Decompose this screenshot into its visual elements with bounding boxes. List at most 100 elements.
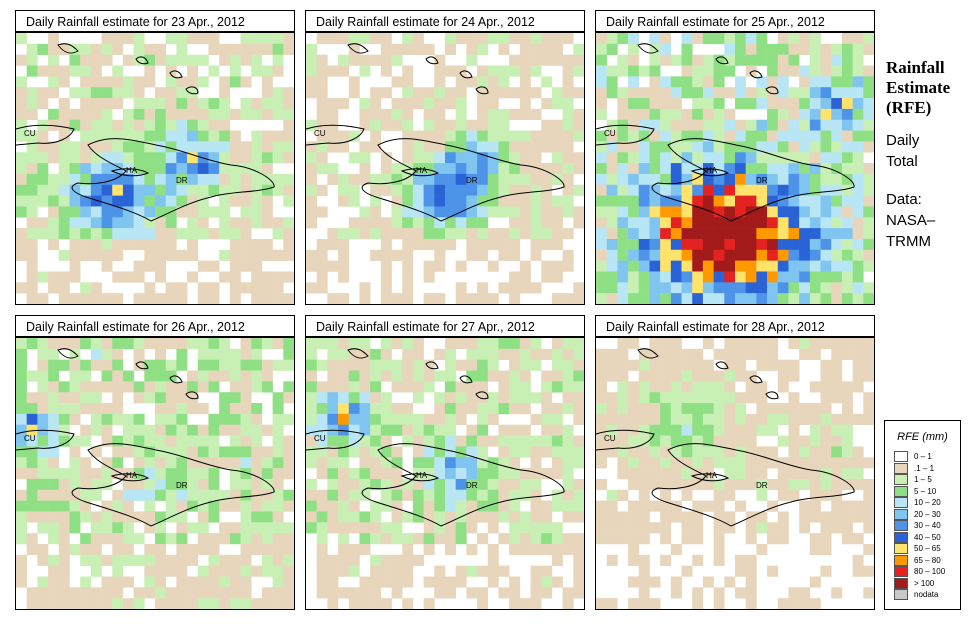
rainfall-cell <box>229 370 241 382</box>
rainfall-cell <box>617 249 629 261</box>
rainfall-cell <box>606 65 618 77</box>
rainfall-cell <box>155 206 166 218</box>
rainfall-cell <box>670 403 682 415</box>
rainfall-cell <box>519 598 531 609</box>
rainfall-cell <box>455 184 467 196</box>
rainfall-cell <box>69 152 81 164</box>
rainfall-cell <box>306 381 317 393</box>
rainfall-cell <box>272 457 284 469</box>
rainfall-cell <box>133 238 145 251</box>
rainfall-cell <box>101 238 113 251</box>
rainfall-cell <box>80 435 92 447</box>
rainfall-cell <box>638 228 650 240</box>
rainfall-cell <box>831 54 843 66</box>
rainfall-cell <box>327 359 339 371</box>
rainfall-cell <box>756 348 768 360</box>
rainfall-cell <box>112 238 124 251</box>
rainfall-cell <box>229 141 241 153</box>
rainfall-cell <box>348 338 360 350</box>
rainfall-cell <box>562 403 574 415</box>
rainfall-cell <box>144 565 156 577</box>
rainfall-cell <box>219 500 231 512</box>
rainfall-cell <box>155 173 166 186</box>
rainfall-cell <box>155 87 166 99</box>
rainfall-cell <box>530 468 542 480</box>
rainfall-cell <box>26 338 38 350</box>
rainfall-cell <box>562 108 574 121</box>
rainfall-cell <box>670 576 682 588</box>
rainfall-cell <box>26 587 38 599</box>
rainfall-cell <box>724 65 736 77</box>
rainfall-cell <box>176 282 188 294</box>
rainfall-cell <box>80 576 92 588</box>
rainfall-cell <box>48 206 60 218</box>
rainfall-cell <box>187 65 199 77</box>
rainfall-cell <box>541 217 553 229</box>
rainfall-cell <box>445 152 456 164</box>
rainfall-cell <box>649 500 661 512</box>
rainfall-cell <box>596 478 607 491</box>
rainfall-cell <box>306 392 317 404</box>
rainfall-cell <box>573 403 584 415</box>
rainfall-cell <box>756 489 768 501</box>
rainfall-cell <box>229 152 241 164</box>
rainfall-cell <box>788 392 800 404</box>
rainfall-cell <box>628 359 640 371</box>
rainfall-cell <box>144 392 156 404</box>
rainfall-cell <box>735 141 746 153</box>
rainfall-cell <box>788 195 800 207</box>
rainfall-cell <box>412 478 424 491</box>
rainfall-cell <box>724 217 736 229</box>
rainfall-cell <box>272 293 284 304</box>
rainfall-cell <box>841 403 853 415</box>
rainfall-cell <box>391 206 403 218</box>
rainfall-cell <box>509 489 521 501</box>
rainfall-cell <box>338 446 350 458</box>
rainfall-cell <box>820 195 832 207</box>
rainfall-cell <box>519 33 531 45</box>
rainfall-cell <box>272 359 284 371</box>
rainfall-cell <box>702 260 714 272</box>
rainfall-cell <box>863 392 874 404</box>
rainfall-cell <box>681 370 693 382</box>
rainfall-cell <box>144 98 156 110</box>
rainfall-cell <box>852 152 864 164</box>
rainfall-cell <box>187 598 199 609</box>
rainfall-cell <box>788 489 800 501</box>
rainfall-panel-1: Daily Rainfall estimate for 23 Apr., 201… <box>15 10 295 305</box>
rainfall-cell <box>777 163 789 175</box>
rainfall-cell <box>176 413 188 426</box>
rainfall-cell <box>101 98 113 110</box>
rainfall-cell <box>112 152 124 164</box>
rainfall-cell <box>519 228 531 240</box>
rainfall-cell <box>423 108 435 121</box>
rainfall-cell <box>809 152 821 164</box>
rainfall-cell <box>466 435 478 447</box>
rainfall-cell <box>820 108 832 121</box>
rainfall-cell <box>58 163 70 175</box>
rainfall-cell <box>788 403 800 415</box>
rainfall-cell <box>101 33 113 45</box>
rainfall-cell <box>702 403 714 415</box>
rainfall-cell <box>229 587 241 599</box>
rainfall-cell <box>713 446 725 458</box>
rainfall-cell <box>133 359 145 371</box>
rainfall-cell <box>670 206 682 218</box>
rainfall-cell <box>306 43 317 55</box>
rainfall-cell <box>455 163 467 175</box>
rainfall-cell <box>37 435 49 447</box>
rainfall-cell <box>863 76 874 88</box>
rainfall-cell <box>122 500 134 512</box>
rainfall-cell <box>165 130 177 142</box>
rainfall-cell <box>617 195 629 207</box>
rainfall-cell <box>466 33 478 45</box>
rainfall-cell <box>122 424 134 436</box>
rainfall-cell <box>649 338 661 350</box>
rainfall-cell <box>283 119 294 131</box>
rainfall-cell <box>799 511 811 523</box>
rainfall-cell <box>338 33 350 45</box>
legend-label: 80 – 100 <box>914 567 946 576</box>
rainfall-cell <box>692 598 704 609</box>
rainfall-cell <box>745 282 757 294</box>
rainfall-cell <box>90 446 102 458</box>
